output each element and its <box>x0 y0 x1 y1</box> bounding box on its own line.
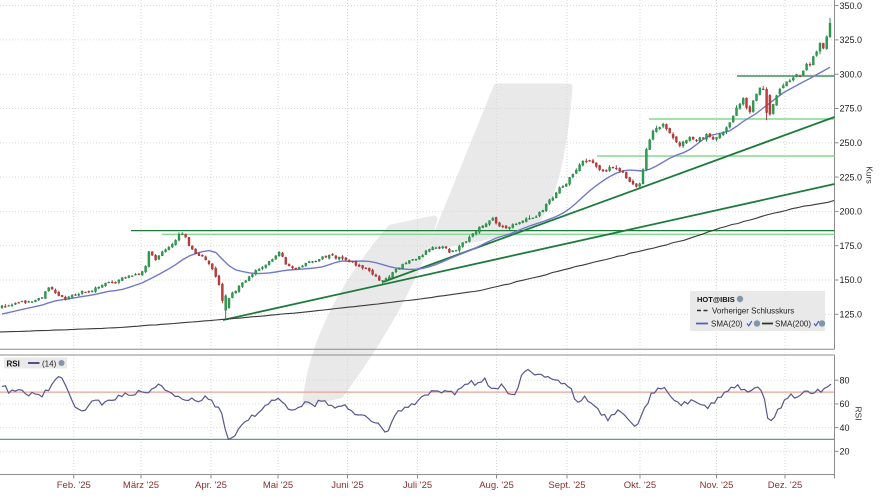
svg-text:Dez. '25: Dez. '25 <box>768 480 803 491</box>
svg-text:SMA(200): SMA(200) <box>775 320 811 329</box>
svg-text:325.0: 325.0 <box>840 35 863 45</box>
svg-text:275.0: 275.0 <box>840 104 863 114</box>
svg-text:Sept. '25: Sept. '25 <box>548 480 585 491</box>
svg-text:HOT@IBIS: HOT@IBIS <box>697 295 735 304</box>
svg-text:225.0: 225.0 <box>840 172 863 182</box>
svg-text:Nov. '25: Nov. '25 <box>700 480 734 491</box>
svg-text:RSI: RSI <box>7 360 20 369</box>
svg-text:175.0: 175.0 <box>840 241 863 251</box>
svg-text:Juli '25: Juli '25 <box>403 480 432 491</box>
svg-text:SMA(20): SMA(20) <box>711 320 743 329</box>
svg-text:Apr. '25: Apr. '25 <box>195 480 227 491</box>
svg-text:20: 20 <box>840 447 850 457</box>
svg-text:125.0: 125.0 <box>840 310 863 320</box>
svg-text:Juni '25: Juni '25 <box>331 480 363 491</box>
svg-text:60: 60 <box>840 399 850 409</box>
svg-text:Kurs: Kurs <box>865 166 875 183</box>
svg-text:März '25: März '25 <box>123 480 159 491</box>
svg-text:250.0: 250.0 <box>840 138 863 148</box>
svg-text:80: 80 <box>840 375 850 385</box>
svg-text:150.0: 150.0 <box>840 275 863 285</box>
svg-text:Vorheriger Schlusskurs: Vorheriger Schlusskurs <box>712 307 794 316</box>
svg-text:Mai '25: Mai '25 <box>263 480 293 491</box>
svg-text:(14): (14) <box>42 360 57 369</box>
svg-text:Feb. '25: Feb. '25 <box>57 480 91 491</box>
svg-text:40: 40 <box>840 423 850 433</box>
svg-text:Aug. '25: Aug. '25 <box>479 480 514 491</box>
svg-text:Okt. '25: Okt. '25 <box>624 480 656 491</box>
svg-text:300.0: 300.0 <box>840 69 863 79</box>
svg-text:200.0: 200.0 <box>840 207 863 217</box>
svg-text:RSI: RSI <box>854 406 864 420</box>
svg-text:350.0: 350.0 <box>840 1 863 11</box>
